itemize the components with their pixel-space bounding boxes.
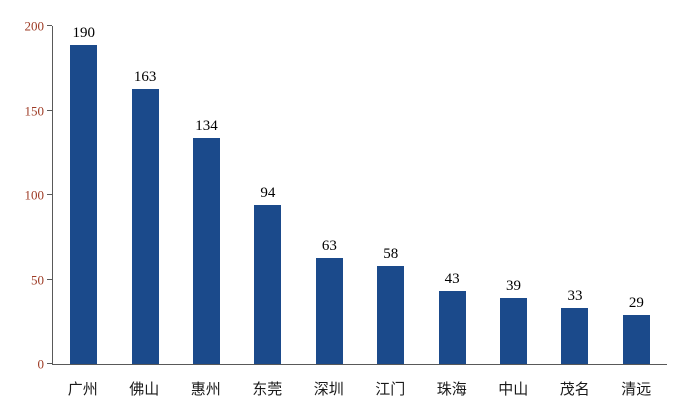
y-tick-mark <box>47 278 52 280</box>
x-tick-label: 东莞 <box>252 381 283 398</box>
bar <box>254 205 282 364</box>
x-tick-label: 江门 <box>375 381 406 398</box>
bar-value-label: 134 <box>195 117 218 134</box>
bar <box>622 315 650 364</box>
y-tick-label: 200 <box>24 18 45 34</box>
x-tick-label: 佛山 <box>129 381 160 398</box>
x-tick-label: 深圳 <box>313 381 344 398</box>
bar-value-label: 63 <box>321 237 337 254</box>
bar <box>438 291 466 364</box>
bar <box>70 45 98 364</box>
y-tick-label: 50 <box>31 272 44 287</box>
y-tick-label: 0 <box>37 356 45 372</box>
bar-value-label: 33 <box>567 288 583 305</box>
bar <box>500 298 528 364</box>
bar <box>377 265 405 364</box>
x-axis: 广州 佛山 惠州 东莞 深圳 江门 珠海 中山 茂名 清远 <box>52 375 667 401</box>
bar-column: 94 <box>237 26 298 364</box>
bar-column: 190 <box>53 26 114 364</box>
x-tick-label: 广州 <box>67 381 98 398</box>
bar-column: 43 <box>421 26 482 364</box>
x-tick-label: 清远 <box>621 381 652 398</box>
bar-value-label: 29 <box>628 295 644 311</box>
y-tick-mark <box>47 194 52 195</box>
bar-column: 33 <box>544 26 605 364</box>
bar-value-label: 39 <box>506 278 522 295</box>
y-tick-mark <box>47 25 52 26</box>
y-tick-label: 150 <box>24 103 45 118</box>
bar-column: 63 <box>299 26 360 364</box>
bar-value-label: 43 <box>444 271 460 288</box>
bar-value-label: 163 <box>133 68 157 85</box>
y-tick-label: 100 <box>24 187 45 203</box>
bars-container: 190 163 134 94 63 58 43 39 33 29 <box>53 26 667 364</box>
x-tick-label: 珠海 <box>436 381 467 398</box>
bar-column: 58 <box>360 26 421 364</box>
x-tick-label: 惠州 <box>190 381 221 398</box>
bar <box>315 257 343 364</box>
x-tick-label: 中山 <box>498 381 529 398</box>
bar <box>131 88 159 364</box>
y-tick-mark <box>47 363 52 364</box>
y-tick-mark <box>47 109 52 111</box>
bar <box>561 308 589 364</box>
bar-value-label: 190 <box>72 25 95 41</box>
bar-column: 29 <box>606 26 667 364</box>
bar-value-label: 58 <box>383 245 399 262</box>
bar-column: 163 <box>114 26 175 364</box>
bar-column: 134 <box>176 26 237 364</box>
bar-column: 39 <box>483 26 544 364</box>
plot-area: 0 50 100 150 200 190 163 134 94 63 58 43 39 33 29 <box>25 20 667 371</box>
bar <box>193 137 221 364</box>
bar-value-label: 94 <box>260 185 276 202</box>
x-tick-label: 茂名 <box>559 381 590 398</box>
